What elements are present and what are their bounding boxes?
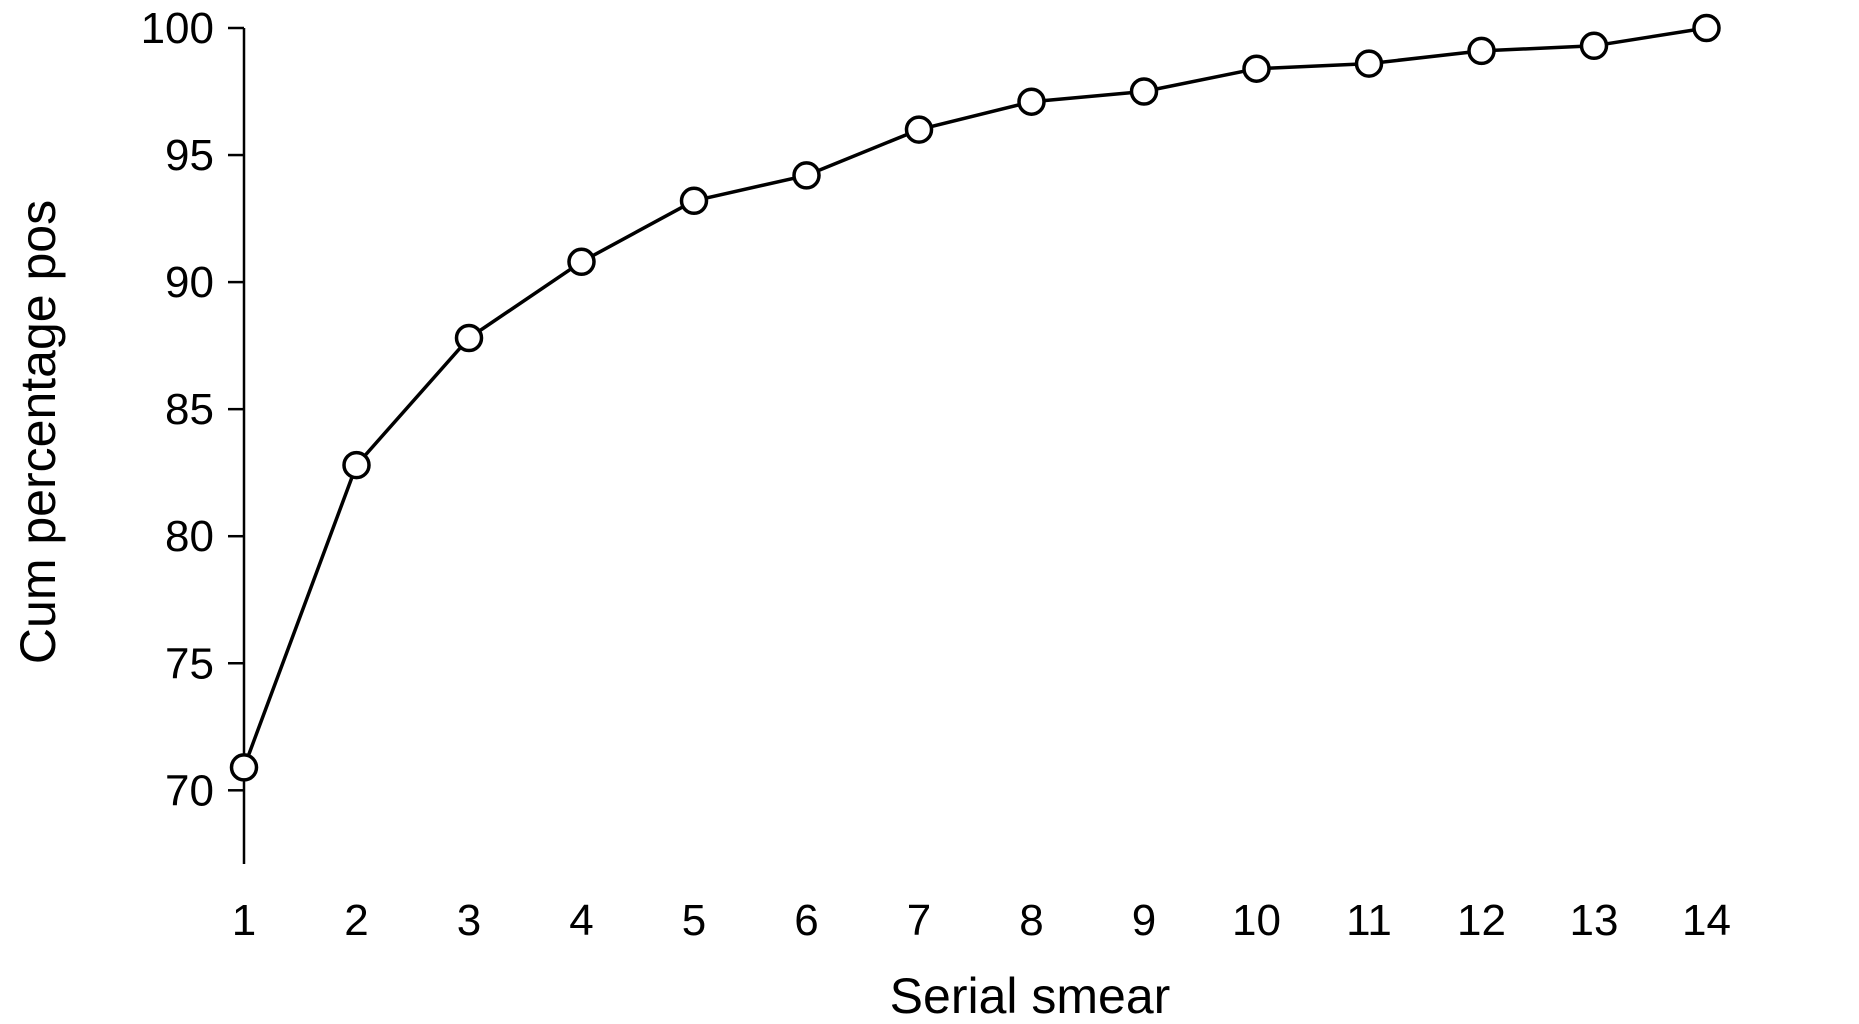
x-tick-label: 8 [1019, 896, 1043, 945]
x-tick-label: 12 [1457, 896, 1506, 945]
x-axis: 1 2 3 4 5 6 7 8 9 10 11 12 13 14 [232, 896, 1731, 945]
data-point [1467, 36, 1496, 66]
data-point [792, 161, 821, 190]
x-tick-label: 3 [457, 896, 481, 945]
x-tick-label: 14 [1682, 896, 1731, 945]
y-axis: 70 75 80 85 90 95 100 [141, 4, 246, 864]
series-group [229, 13, 1721, 782]
data-point [1242, 54, 1271, 83]
x-tick-label: 9 [1132, 896, 1156, 945]
data-point [342, 450, 371, 480]
data-point [1692, 13, 1721, 43]
y-tick-label: 85 [165, 385, 214, 434]
x-tick-label: 4 [569, 896, 593, 945]
x-tick-label: 1 [232, 896, 256, 945]
x-tick-label: 5 [682, 896, 706, 945]
data-point [567, 247, 596, 277]
y-tick-label: 95 [165, 131, 214, 180]
y-axis-title: Cum percentage pos [10, 200, 66, 664]
data-point [1354, 49, 1384, 78]
x-tick-label: 13 [1570, 896, 1619, 945]
data-point [1579, 31, 1609, 61]
x-axis-title: Serial smear [890, 968, 1171, 1024]
data-point [1129, 77, 1159, 106]
data-point [1017, 87, 1046, 116]
data-point [904, 115, 934, 144]
data-point [229, 753, 259, 782]
y-tick-label: 75 [165, 639, 214, 688]
data-point [679, 186, 709, 216]
x-tick-label: 7 [907, 896, 931, 945]
y-tick-label: 70 [165, 766, 214, 815]
x-tick-label: 6 [794, 896, 818, 945]
x-tick-label: 2 [344, 896, 368, 945]
series-line [242, 26, 1707, 769]
x-tick-label: 10 [1232, 896, 1281, 945]
data-point [454, 323, 484, 353]
y-tick-label: 80 [165, 512, 214, 561]
x-tick-label: 11 [1346, 896, 1392, 945]
y-tick-label: 90 [165, 258, 214, 307]
y-tick-label: 100 [141, 4, 214, 53]
